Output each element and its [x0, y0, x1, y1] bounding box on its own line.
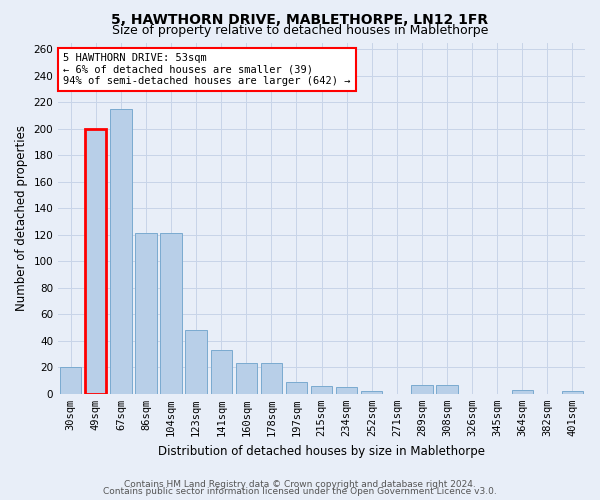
Text: Size of property relative to detached houses in Mablethorpe: Size of property relative to detached ho… — [112, 24, 488, 37]
Text: Contains public sector information licensed under the Open Government Licence v3: Contains public sector information licen… — [103, 487, 497, 496]
Bar — [261, 364, 282, 394]
Bar — [185, 330, 207, 394]
Bar — [361, 391, 382, 394]
Y-axis label: Number of detached properties: Number of detached properties — [15, 125, 28, 311]
Bar — [286, 382, 307, 394]
Bar — [85, 128, 106, 394]
Bar — [336, 387, 358, 394]
Bar — [160, 234, 182, 394]
Bar — [110, 109, 131, 394]
Bar — [236, 364, 257, 394]
Text: 5, HAWTHORN DRIVE, MABLETHORPE, LN12 1FR: 5, HAWTHORN DRIVE, MABLETHORPE, LN12 1FR — [112, 12, 488, 26]
Bar — [60, 368, 82, 394]
Bar — [136, 234, 157, 394]
Text: 5 HAWTHORN DRIVE: 53sqm
← 6% of detached houses are smaller (39)
94% of semi-det: 5 HAWTHORN DRIVE: 53sqm ← 6% of detached… — [64, 53, 351, 86]
X-axis label: Distribution of detached houses by size in Mablethorpe: Distribution of detached houses by size … — [158, 444, 485, 458]
Bar — [562, 391, 583, 394]
Bar — [311, 386, 332, 394]
Bar — [211, 350, 232, 394]
Bar — [411, 384, 433, 394]
Bar — [512, 390, 533, 394]
Text: Contains HM Land Registry data © Crown copyright and database right 2024.: Contains HM Land Registry data © Crown c… — [124, 480, 476, 489]
Bar — [436, 384, 458, 394]
